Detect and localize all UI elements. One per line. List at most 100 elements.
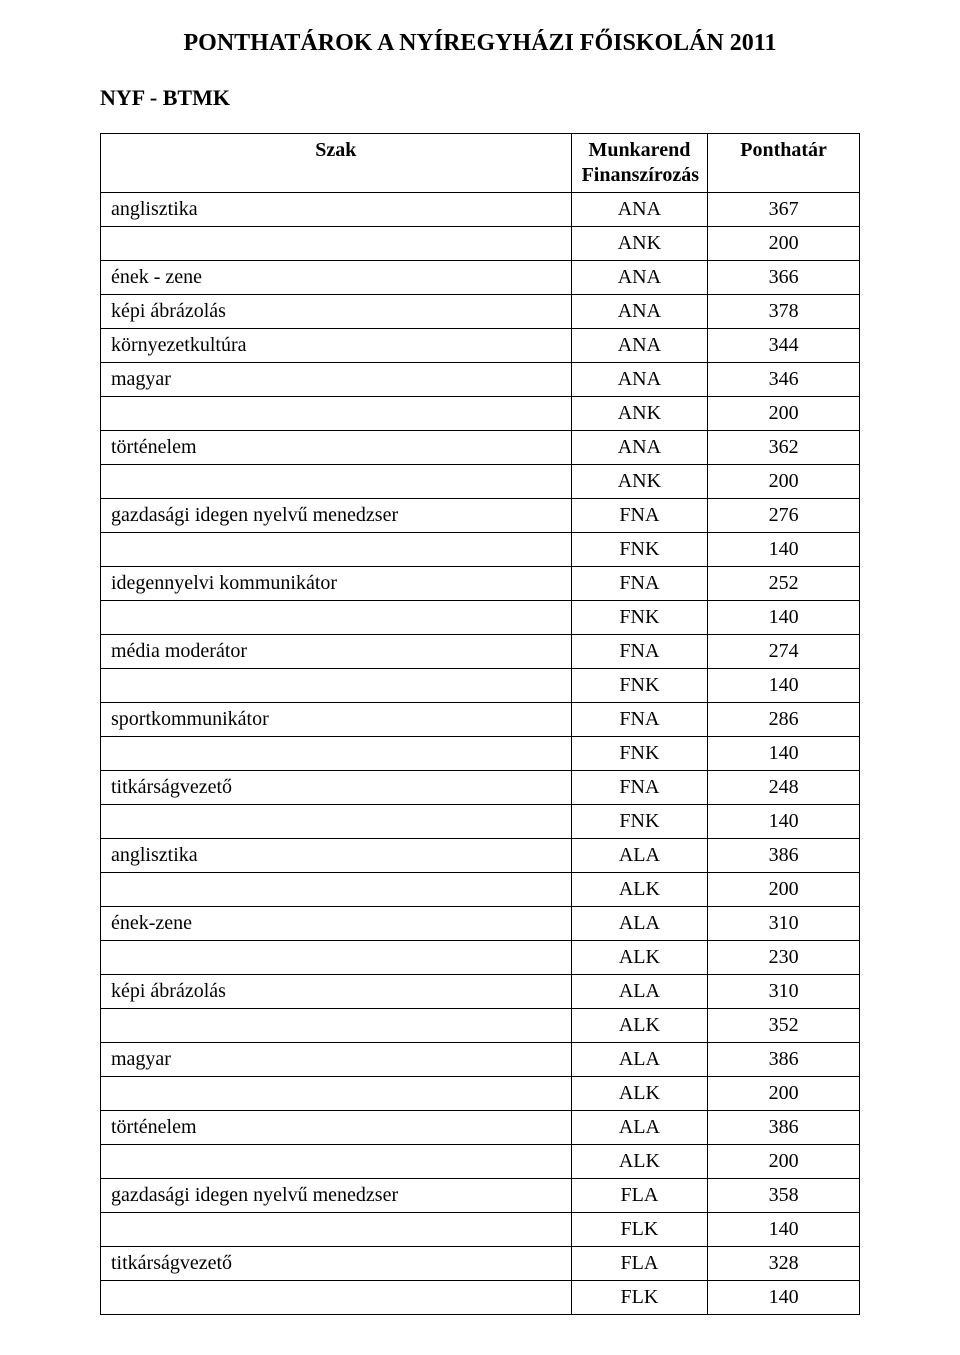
cell-szak: gazdasági idegen nyelvű menedzser	[101, 1179, 572, 1213]
cell-value: 286	[708, 703, 860, 737]
cell-code: FNK	[571, 805, 708, 839]
table-row: FNK140	[101, 805, 860, 839]
cell-szak	[101, 669, 572, 703]
cell-szak: magyar	[101, 1043, 572, 1077]
cell-szak	[101, 1009, 572, 1043]
cell-code: ANK	[571, 397, 708, 431]
cell-szak: titkárságvezető	[101, 771, 572, 805]
table-header-row: Szak Munkarend Finanszírozás Ponthatár	[101, 134, 860, 193]
cell-value: 230	[708, 941, 860, 975]
cell-szak: média moderátor	[101, 635, 572, 669]
table-row: FNK140	[101, 669, 860, 703]
table-row: ALK352	[101, 1009, 860, 1043]
table-row: ALK200	[101, 1145, 860, 1179]
cell-szak: környezetkultúra	[101, 329, 572, 363]
cell-code: FLA	[571, 1247, 708, 1281]
cell-code: ANA	[571, 261, 708, 295]
cell-value: 200	[708, 1145, 860, 1179]
table-row: környezetkultúraANA344	[101, 329, 860, 363]
cell-szak: magyar	[101, 363, 572, 397]
cell-value: 352	[708, 1009, 860, 1043]
cell-value: 140	[708, 1281, 860, 1315]
cell-szak: anglisztika	[101, 839, 572, 873]
table-row: ALK200	[101, 1077, 860, 1111]
cell-value: 346	[708, 363, 860, 397]
cell-szak	[101, 397, 572, 431]
cell-szak	[101, 1281, 572, 1315]
cell-code: ALK	[571, 1145, 708, 1179]
cell-code: FLA	[571, 1179, 708, 1213]
table-row: magyarALA386	[101, 1043, 860, 1077]
cell-value: 386	[708, 839, 860, 873]
col-header-munkarend: Munkarend Finanszírozás	[571, 134, 708, 193]
cell-code: ANK	[571, 465, 708, 499]
cell-code: ANA	[571, 193, 708, 227]
cell-szak	[101, 1077, 572, 1111]
cell-code: FNA	[571, 499, 708, 533]
table-row: média moderátorFNA274	[101, 635, 860, 669]
cell-code: ALK	[571, 941, 708, 975]
cell-code: ANK	[571, 227, 708, 261]
table-row: ének-zeneALA310	[101, 907, 860, 941]
cell-code: ALA	[571, 907, 708, 941]
cell-code: ANA	[571, 363, 708, 397]
cell-szak: gazdasági idegen nyelvű menedzser	[101, 499, 572, 533]
cell-szak: történelem	[101, 431, 572, 465]
cell-value: 378	[708, 295, 860, 329]
cell-value: 140	[708, 533, 860, 567]
cell-code: FNK	[571, 669, 708, 703]
table-row: ALK230	[101, 941, 860, 975]
table-row: titkárságvezetőFNA248	[101, 771, 860, 805]
cell-value: 310	[708, 975, 860, 1009]
table-row: anglisztikaANA367	[101, 193, 860, 227]
cell-code: FLK	[571, 1213, 708, 1247]
cell-value: 140	[708, 737, 860, 771]
cell-szak: ének-zene	[101, 907, 572, 941]
cell-value: 310	[708, 907, 860, 941]
table-row: ANK200	[101, 397, 860, 431]
cell-code: ALK	[571, 873, 708, 907]
table-row: gazdasági idegen nyelvű menedzserFNA276	[101, 499, 860, 533]
cell-szak	[101, 227, 572, 261]
cell-value: 200	[708, 227, 860, 261]
cell-szak: képi ábrázolás	[101, 975, 572, 1009]
cell-value: 362	[708, 431, 860, 465]
cell-value: 140	[708, 601, 860, 635]
cell-value: 328	[708, 1247, 860, 1281]
cell-code: FNA	[571, 771, 708, 805]
table-body: anglisztikaANA367ANK200ének - zeneANA366…	[101, 193, 860, 1315]
cell-value: 200	[708, 465, 860, 499]
cell-code: ANA	[571, 295, 708, 329]
col-header-szak: Szak	[101, 134, 572, 193]
cell-code: ALA	[571, 839, 708, 873]
cell-szak: ének - zene	[101, 261, 572, 295]
cell-code: FNK	[571, 737, 708, 771]
cell-szak: képi ábrázolás	[101, 295, 572, 329]
cell-value: 367	[708, 193, 860, 227]
cell-szak	[101, 873, 572, 907]
cell-code: ANA	[571, 431, 708, 465]
table-row: FNK140	[101, 601, 860, 635]
cell-code: FNK	[571, 601, 708, 635]
table-row: sportkommunikátorFNA286	[101, 703, 860, 737]
table-row: ALK200	[101, 873, 860, 907]
col-header-ponthatar: Ponthatár	[708, 134, 860, 193]
cell-value: 140	[708, 1213, 860, 1247]
table-row: képi ábrázolásALA310	[101, 975, 860, 1009]
table-row: FLK140	[101, 1281, 860, 1315]
page: PONTHATÁROK A NYÍREGYHÁZI FŐISKOLÁN 2011…	[0, 0, 960, 1355]
cell-value: 200	[708, 873, 860, 907]
table-row: ének - zeneANA366	[101, 261, 860, 295]
cell-szak: idegennyelvi kommunikátor	[101, 567, 572, 601]
cell-value: 366	[708, 261, 860, 295]
cell-code: ALA	[571, 975, 708, 1009]
cell-value: 200	[708, 1077, 860, 1111]
table-row: ANK200	[101, 465, 860, 499]
table-row: FLK140	[101, 1213, 860, 1247]
cell-code: FNA	[571, 703, 708, 737]
cell-value: 344	[708, 329, 860, 363]
cell-code: ANA	[571, 329, 708, 363]
cell-code: ALA	[571, 1043, 708, 1077]
cell-value: 386	[708, 1111, 860, 1145]
cell-szak: történelem	[101, 1111, 572, 1145]
